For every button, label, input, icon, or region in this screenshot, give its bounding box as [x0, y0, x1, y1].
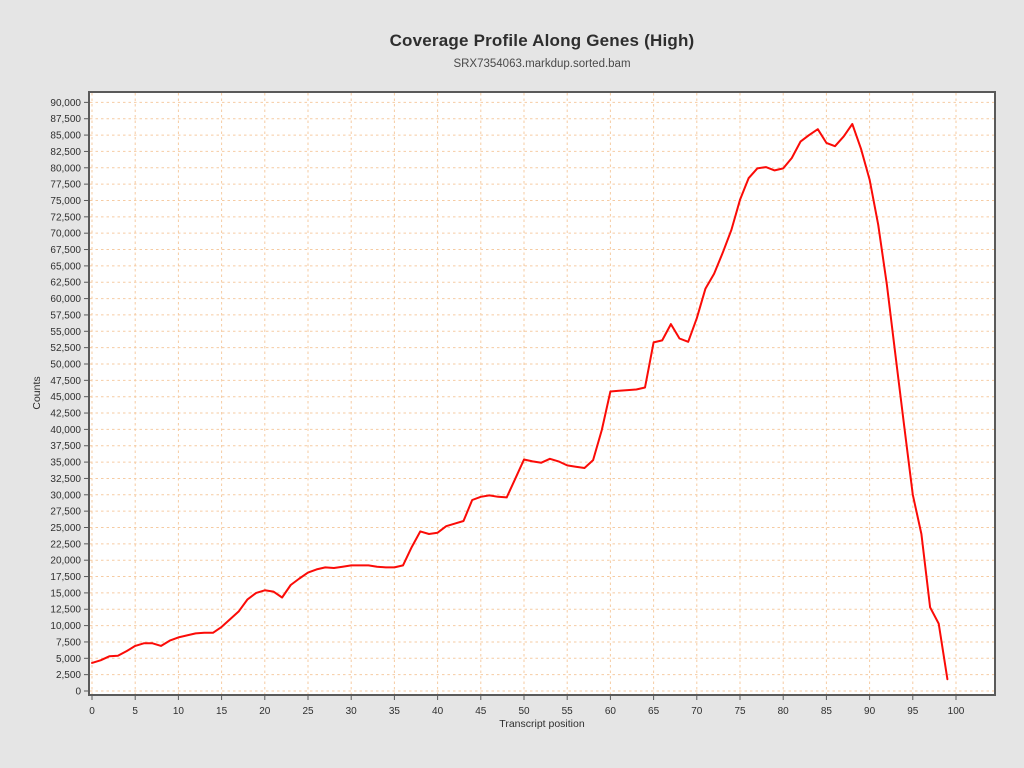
- y-tick-label: 77,500: [50, 180, 81, 191]
- x-tick-label: 25: [302, 706, 314, 717]
- y-tick-label: 0: [75, 687, 81, 698]
- x-tick-label: 50: [518, 706, 530, 717]
- y-tick-label: 87,500: [50, 114, 81, 125]
- x-tick-label: 80: [778, 706, 790, 717]
- y-tick-label: 72,500: [50, 212, 81, 223]
- y-tick-label: 32,500: [50, 474, 81, 485]
- x-tick-label: 5: [132, 706, 138, 717]
- y-tick-label: 40,000: [50, 425, 81, 436]
- x-tick-label: 100: [948, 706, 965, 717]
- x-tick-label: 85: [821, 706, 833, 717]
- y-tick-label: 55,000: [50, 327, 81, 338]
- x-tick-label: 60: [605, 706, 617, 717]
- y-tick-label: 20,000: [50, 556, 81, 567]
- y-tick-label: 47,500: [50, 376, 81, 387]
- x-tick-label: 55: [562, 706, 574, 717]
- x-tick-label: 95: [907, 706, 919, 717]
- x-tick-label: 45: [475, 706, 487, 717]
- x-tick-label: 90: [864, 706, 876, 717]
- y-tick-label: 75,000: [50, 196, 81, 207]
- y-tick-label: 65,000: [50, 261, 81, 272]
- y-tick-label: 12,500: [50, 605, 81, 616]
- y-tick-label: 5,000: [56, 654, 81, 665]
- y-tick-label: 7,500: [56, 637, 81, 648]
- y-tick-label: 80,000: [50, 163, 81, 174]
- y-tick-label: 15,000: [50, 588, 81, 599]
- x-tick-label: 30: [346, 706, 358, 717]
- y-tick-label: 82,500: [50, 147, 81, 158]
- y-tick-label: 90,000: [50, 98, 81, 109]
- y-tick-label: 45,000: [50, 392, 81, 403]
- plot-area: [89, 92, 995, 695]
- y-tick-label: 42,500: [50, 409, 81, 420]
- chart-title: Coverage Profile Along Genes (High): [389, 31, 695, 50]
- y-tick-label: 70,000: [50, 229, 81, 240]
- y-tick-label: 50,000: [50, 359, 81, 370]
- x-tick-label: 10: [173, 706, 185, 717]
- y-tick-label: 57,500: [50, 310, 81, 321]
- y-tick-label: 52,500: [50, 343, 81, 354]
- x-tick-label: 75: [734, 706, 746, 717]
- y-tick-label: 35,000: [50, 458, 81, 469]
- x-tick-label: 15: [216, 706, 228, 717]
- y-tick-label: 62,500: [50, 278, 81, 289]
- y-tick-label: 60,000: [50, 294, 81, 305]
- y-tick-label: 2,500: [56, 670, 81, 681]
- y-tick-label: 37,500: [50, 441, 81, 452]
- y-tick-label: 85,000: [50, 131, 81, 142]
- y-tick-label: 22,500: [50, 539, 81, 550]
- y-tick-label: 10,000: [50, 621, 81, 632]
- y-tick-label: 27,500: [50, 507, 81, 518]
- plot-border: [88, 91, 996, 696]
- x-axis-title: Transcript position: [499, 718, 585, 730]
- x-tick-label: 65: [648, 706, 660, 717]
- x-tick-label: 20: [259, 706, 271, 717]
- x-tick-label: 0: [89, 706, 95, 717]
- y-tick-label: 25,000: [50, 523, 81, 534]
- y-tick-label: 30,000: [50, 490, 81, 501]
- y-tick-label: 67,500: [50, 245, 81, 256]
- coverage-line: [91, 123, 949, 681]
- y-tick-label: 17,500: [50, 572, 81, 583]
- x-tick-label: 35: [389, 706, 401, 717]
- x-tick-label: 70: [691, 706, 703, 717]
- chart-subtitle: SRX7354063.markdup.sorted.bam: [453, 58, 631, 70]
- x-tick-label: 40: [432, 706, 444, 717]
